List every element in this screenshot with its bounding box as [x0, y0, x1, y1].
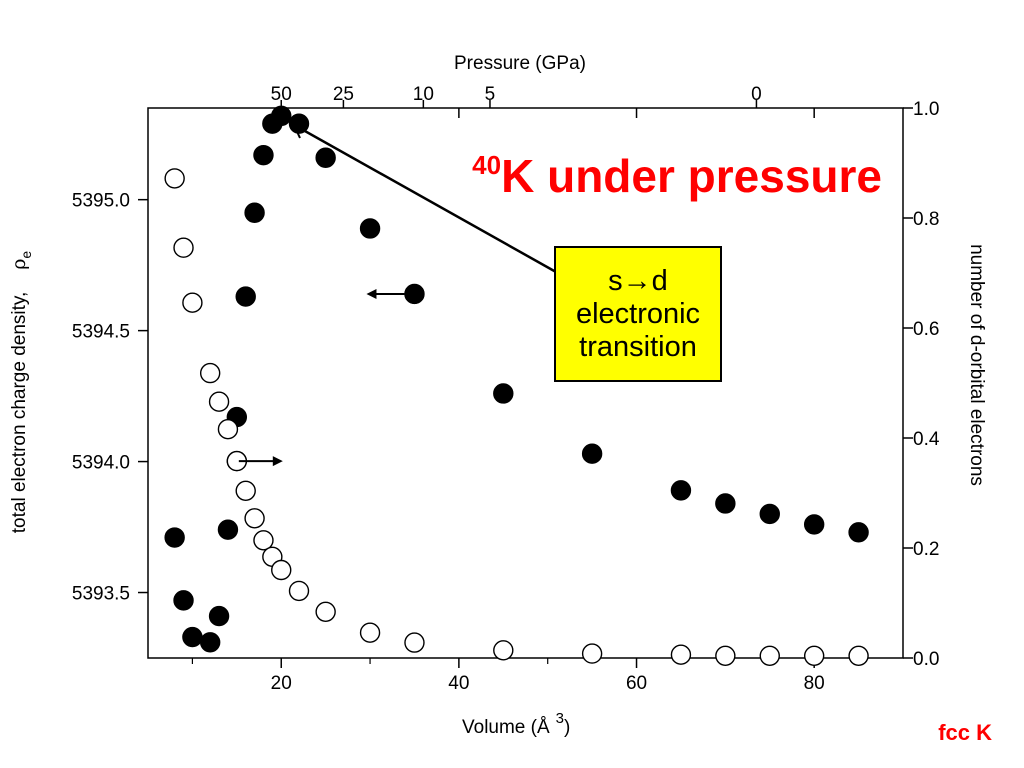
y-right-tick-label: 0.4: [913, 429, 940, 450]
filled-data-point: [715, 493, 736, 514]
open-data-point: [164, 168, 185, 189]
open-data-point: [199, 362, 221, 384]
x-axis-title-main: Volume (Å: [462, 717, 550, 738]
open-data-point: [182, 292, 203, 313]
x-tick-label: 40: [448, 673, 469, 694]
filled-data-point: [244, 202, 265, 223]
callout-line-1: s→d: [608, 264, 668, 297]
open-data-point: [288, 580, 310, 602]
open-data-point: [208, 391, 230, 412]
open-data-point: [217, 419, 239, 440]
open-data-point: [173, 237, 194, 258]
filled-data-point: [848, 522, 869, 543]
open-data-point: [715, 645, 736, 666]
x-axis-title-superscript: 3: [556, 710, 564, 727]
filled-data-point: [164, 527, 185, 548]
indicator-marker-filled: [404, 283, 425, 304]
x-tick-label: 20: [271, 673, 292, 694]
filled-data-point: [359, 218, 381, 239]
chart-title-main: K under pressure: [501, 150, 882, 202]
indicator-arrow-head: [366, 288, 377, 299]
tick-labels: 20 40 60 80 5393.5 5394.0 5394.5 5395.0 0.0 0.2 0.…: [72, 84, 940, 694]
open-data-point: [244, 508, 265, 529]
y-left-tick-label: 5393.5: [72, 584, 130, 605]
left-axis-title-symbol: ρ: [8, 259, 30, 270]
filled-data-point: [315, 147, 336, 168]
filled-data-point: [235, 286, 256, 307]
open-data-point: [253, 530, 274, 551]
footer-label: fcc K: [938, 720, 992, 745]
filled-data-point: [493, 383, 514, 404]
top-tick-label: 0: [751, 84, 762, 105]
open-data-point: [359, 622, 381, 643]
annotations: [226, 283, 425, 472]
series-axis-arrow: [226, 450, 283, 472]
filled-data-point: [199, 632, 221, 653]
top-tick-label: 50: [271, 84, 292, 105]
series-axis-arrow: [366, 283, 425, 304]
filled-data-point: [581, 443, 603, 464]
axes: [147, 107, 904, 659]
left-axis-title: total electron charge density, ρe: [8, 251, 34, 534]
transition-arrow-icon: →: [622, 264, 652, 297]
callout-pointer: [292, 121, 557, 274]
x-tick-label: 80: [804, 673, 825, 694]
right-axis-title: number of d-orbital electrons: [966, 244, 987, 486]
filled-data-point: [253, 144, 274, 166]
filled-data-point: [208, 605, 230, 627]
indicator-arrow-head: [272, 456, 283, 467]
filled-data-point: [670, 480, 692, 501]
y-right-tick-label: 0.8: [913, 209, 939, 230]
top-axis-title: Pressure (GPa): [454, 53, 586, 74]
filled-data-point: [173, 590, 194, 611]
filled-data-point: [271, 105, 292, 127]
x-tick-label: 60: [626, 673, 647, 694]
y-left-tick-label: 5395.0: [72, 191, 130, 212]
top-tick-label: 5: [485, 84, 496, 105]
y-left-tick-label: 5394.0: [72, 453, 130, 474]
open-data-point: [848, 645, 869, 666]
y-right-tick-label: 0.6: [913, 319, 939, 340]
open-data-point: [315, 601, 336, 622]
plot-frame: [147, 107, 904, 659]
y-right-tick-label: 0.0: [913, 649, 939, 670]
y-right-tick-label: 0.2: [913, 539, 939, 560]
open-data-point: [271, 559, 292, 581]
top-tick-label: 25: [333, 84, 354, 105]
x-axis-title: Volume (Å 3): [462, 710, 570, 738]
filled-data-point: [803, 514, 825, 535]
left-axis-title-subscript: e: [18, 251, 34, 259]
open-data-point: [493, 640, 514, 661]
filled-data-point: [217, 519, 239, 540]
chart-title: 40K under pressure: [472, 150, 882, 202]
chart-title-superscript: 40: [472, 150, 501, 180]
callout-box: s→d electronic transition: [554, 246, 722, 382]
open-data-point: [759, 645, 780, 666]
open-data-point: [235, 480, 256, 501]
top-tick-label: 10: [413, 84, 434, 105]
filled-data-point: [759, 503, 780, 525]
callout-line-2: electronic: [575, 297, 701, 330]
open-data-point: [581, 643, 603, 664]
callout-line-3: transition: [579, 330, 697, 363]
y-right-tick-label: 1.0: [913, 99, 939, 120]
left-axis-title-main: total electron charge density,: [9, 292, 30, 534]
open-data-point: [670, 644, 692, 665]
x-axis-title-suffix: ): [564, 717, 570, 738]
filled-data-point: [182, 626, 203, 648]
y-left-tick-label: 5394.5: [72, 322, 130, 343]
open-data-point: [803, 645, 825, 666]
open-data-point: [404, 632, 425, 653]
